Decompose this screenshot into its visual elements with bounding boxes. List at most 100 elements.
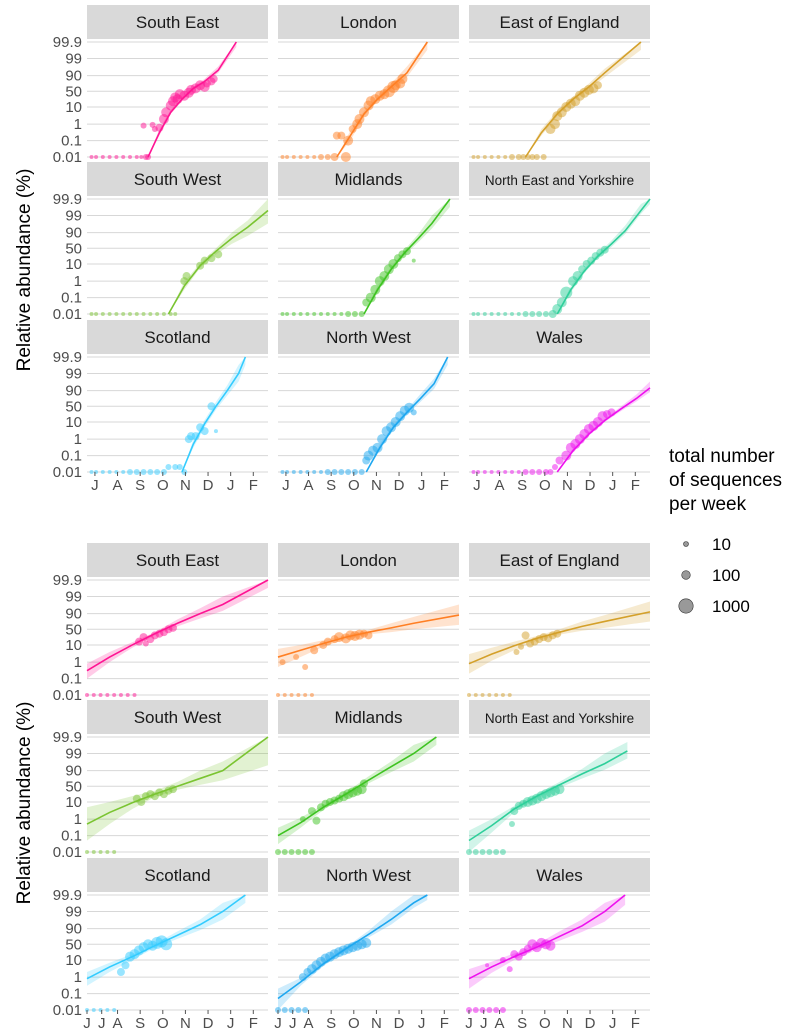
- x-tick-label: F: [440, 477, 449, 494]
- data-point: [305, 155, 310, 159]
- x-tick-label: S: [326, 1015, 336, 1032]
- legend-key-10: [683, 541, 689, 547]
- data-point: [207, 254, 216, 263]
- y-tick-label: 0.01: [53, 1002, 82, 1019]
- x-tick-label: J: [83, 1015, 91, 1032]
- data-point: [85, 850, 89, 854]
- data-point: [493, 849, 500, 855]
- data-point: [520, 154, 527, 160]
- confidence-band: [278, 895, 428, 1010]
- data-point: [494, 693, 499, 697]
- y-tick-label: 0.01: [53, 687, 82, 704]
- confidence-band: [278, 604, 459, 668]
- data-point: [472, 849, 479, 855]
- x-tick-label: J: [274, 1015, 282, 1032]
- data-point: [397, 73, 408, 84]
- data-point: [467, 693, 471, 697]
- data-point: [551, 464, 558, 471]
- data-point: [473, 693, 478, 697]
- data-point: [555, 456, 564, 465]
- data-point: [213, 429, 218, 434]
- data-point: [317, 154, 324, 160]
- data-point: [479, 849, 486, 855]
- y-tick-label: 90: [65, 68, 82, 85]
- panel-strip: [469, 543, 650, 577]
- data-point: [118, 693, 123, 697]
- x-tick-label: O: [348, 477, 360, 494]
- y-tick-label: 10: [65, 637, 82, 654]
- data-point: [107, 470, 112, 474]
- panel-strip: [469, 858, 650, 892]
- data-point: [529, 311, 536, 317]
- y-tick-label: 0.01: [53, 306, 82, 323]
- data-point: [168, 623, 177, 632]
- y-tick-label: 10: [65, 952, 82, 969]
- panel-title: North East and Yorkshire: [485, 711, 634, 726]
- confidence-band: [168, 199, 268, 314]
- data-point: [305, 312, 310, 316]
- y-tick-label: 99.9: [53, 887, 82, 904]
- confidence-band: [525, 42, 641, 157]
- x-tick-label: D: [585, 477, 596, 494]
- y-tick-label: 0.1: [61, 133, 82, 150]
- data-point: [536, 469, 543, 475]
- legend-key-1000: [678, 598, 694, 614]
- x-tick-label: A: [113, 477, 123, 494]
- data-point: [299, 816, 306, 823]
- x-tick-label: S: [517, 477, 527, 494]
- x-tick-label: D: [203, 477, 214, 494]
- panel-title: North West: [326, 328, 411, 347]
- panel-title: South West: [134, 708, 222, 727]
- data-point: [351, 469, 358, 475]
- x-tick-label: J: [609, 477, 617, 494]
- panel-strip: [87, 543, 268, 577]
- data-point: [172, 464, 179, 471]
- x-tick-label: D: [203, 1015, 214, 1032]
- data-point: [312, 312, 317, 316]
- data-point: [303, 693, 308, 697]
- data-point: [137, 797, 146, 806]
- data-point: [281, 1007, 288, 1013]
- data-point: [168, 785, 177, 794]
- x-tick-label: A: [495, 1015, 505, 1032]
- data-point: [338, 469, 345, 475]
- data-point: [141, 312, 146, 316]
- fit-line: [86, 736, 269, 825]
- x-tick-label: S: [517, 1015, 527, 1032]
- data-point: [291, 155, 296, 159]
- x-tick-label: O: [157, 477, 169, 494]
- y-tick-label: 99.9: [53, 729, 82, 746]
- data-point: [516, 312, 521, 316]
- data-point: [165, 464, 172, 471]
- x-tick-label: D: [394, 477, 405, 494]
- panel-strip: [278, 162, 459, 196]
- data-point: [529, 469, 536, 475]
- data-point: [181, 469, 188, 475]
- y-tick-label: 99: [65, 745, 82, 762]
- x-tick-label: F: [631, 1015, 640, 1032]
- data-point: [337, 131, 346, 140]
- data-point: [529, 154, 536, 160]
- panel-scotland: Scotland: [85, 858, 268, 1012]
- data-point: [547, 469, 554, 475]
- data-point: [508, 821, 515, 828]
- x-tick-label: O: [348, 1015, 360, 1032]
- data-point: [191, 432, 200, 441]
- panel-title: Scotland: [144, 328, 210, 347]
- data-point: [155, 312, 160, 316]
- y-tick-label: 99: [65, 365, 82, 382]
- panel-strip: [469, 320, 650, 354]
- data-point: [107, 312, 112, 316]
- data-point: [281, 849, 288, 855]
- data-point: [372, 442, 383, 453]
- data-point: [522, 311, 529, 317]
- data-point: [411, 258, 416, 263]
- y-tick-label: 99.9: [53, 349, 82, 366]
- data-point: [509, 312, 514, 316]
- data-point: [312, 155, 317, 159]
- panel-strip: [469, 5, 650, 39]
- data-point: [556, 297, 567, 308]
- panel-wales: Wales: [469, 320, 651, 475]
- data-point: [105, 693, 110, 697]
- data-point: [154, 469, 161, 475]
